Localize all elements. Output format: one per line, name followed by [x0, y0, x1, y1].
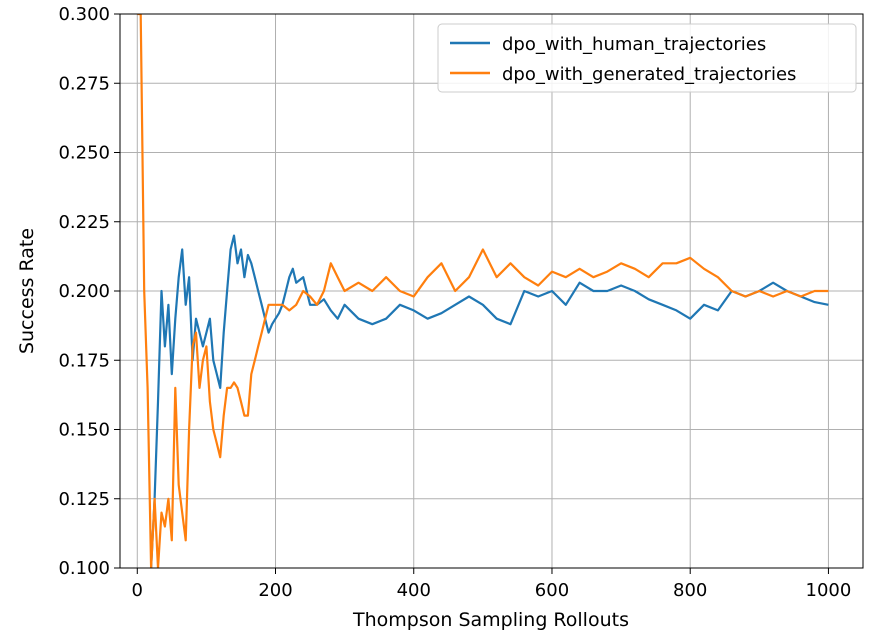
y-tick-label: 0.275: [58, 73, 110, 94]
series-line-human: [150, 234, 829, 568]
y-tick-label: 0.150: [58, 420, 110, 441]
legend: dpo_with_human_trajectories dpo_with_gen…: [437, 23, 857, 93]
x-tick-label: 0: [132, 580, 143, 601]
y-tick-label: 0.300: [58, 4, 110, 25]
x-tick-label: 1000: [806, 580, 852, 601]
legend-box: [437, 23, 857, 93]
x-tick-label: 800: [673, 580, 707, 601]
y-tick-label: 0.225: [58, 212, 110, 233]
x-tick-label: 200: [258, 580, 292, 601]
y-tick-label: 0.100: [58, 558, 110, 579]
series-lines: [137, 14, 829, 568]
x-axis-ticks: 0 200 400 600 800 1000: [132, 568, 852, 601]
series-line-generated: [137, 14, 829, 568]
x-axis-label: Thompson Sampling Rollouts: [352, 609, 629, 631]
x-tick-label: 600: [535, 580, 569, 601]
legend-label-human: dpo_with_human_trajectories: [502, 34, 766, 55]
x-tick-label: 400: [397, 580, 431, 601]
y-tick-label: 0.125: [58, 489, 110, 510]
y-tick-label: 0.250: [58, 143, 110, 164]
y-tick-label: 0.175: [58, 350, 110, 371]
y-axis-ticks: 0.100 0.125 0.150 0.175 0.200 0.225 0.250 0.275…: [58, 4, 120, 579]
y-axis-label: Success Rate: [16, 228, 38, 354]
legend-label-generated: dpo_with_generated_trajectories: [502, 64, 796, 85]
y-tick-label: 0.200: [58, 281, 110, 302]
